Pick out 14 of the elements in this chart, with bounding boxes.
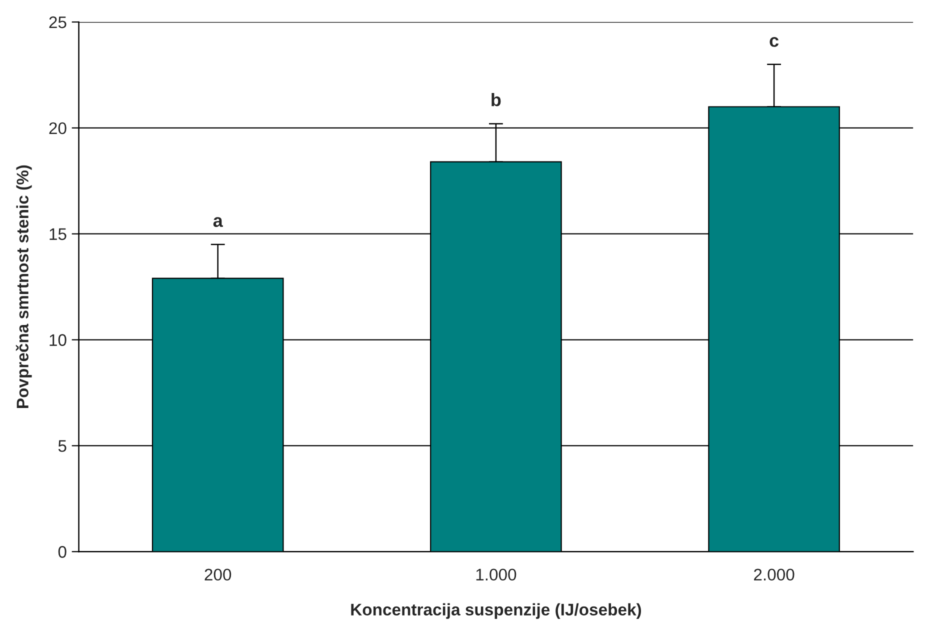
x-tick-label: 1.000 xyxy=(476,568,516,581)
annotation: b xyxy=(492,92,501,106)
y-axis-title: Povprečna smrtnost stenic (%) xyxy=(16,165,32,408)
y-tick-label: 25 xyxy=(49,16,66,28)
x-tick-label: 200 xyxy=(204,568,232,581)
x-axis-title: Koncentracija suspenzije (IJ/osebek) xyxy=(351,603,642,619)
x-tick-label: 2.000 xyxy=(754,568,794,581)
annotation: a xyxy=(213,217,223,227)
y-tick-label: 20 xyxy=(49,122,66,134)
y-tick-label: 15 xyxy=(50,228,66,240)
y-tick-label: 10 xyxy=(50,334,66,346)
y-tick-label: 5 xyxy=(58,440,66,452)
y-tick-label: 0 xyxy=(58,546,66,558)
annotation: c xyxy=(770,37,779,47)
